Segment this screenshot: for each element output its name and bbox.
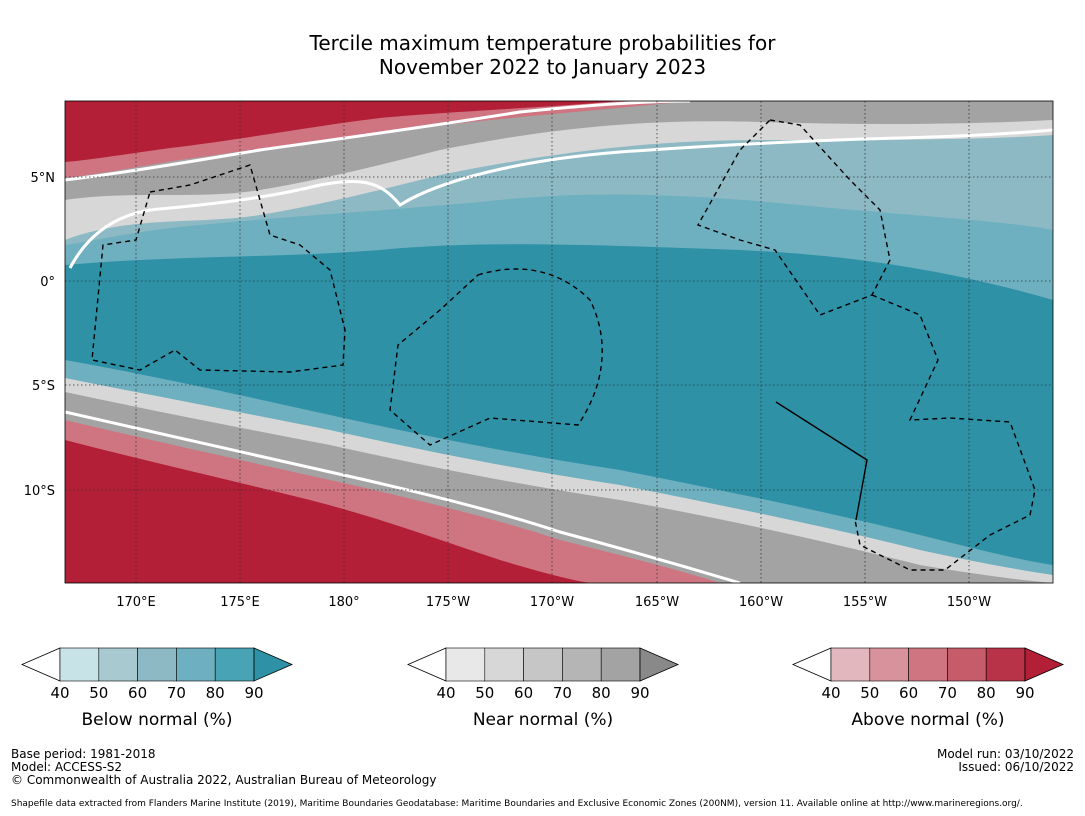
lon-tick-label: 155°W <box>843 595 887 610</box>
colorbar-tick-label: 90 <box>1015 684 1034 702</box>
lon-tick-label: 165°W <box>635 595 679 610</box>
colorbar-segment <box>830 647 871 682</box>
base-period: Base period: 1981-2018 <box>11 747 156 761</box>
colorbar-segment <box>562 647 602 682</box>
colorbar-legends: 40 50 60 70 80 90 Below normal (%) 40 50 60 70 80 90… <box>20 647 1065 730</box>
colorbar-segment <box>908 647 948 682</box>
title-line-1: Tercile maximum temperature probabilitie… <box>309 31 776 55</box>
colorbar-tick-label: 70 <box>553 684 572 702</box>
colorbar-segment <box>445 647 486 682</box>
colorbar: 40 50 60 70 80 90 Below normal (%) <box>20 647 294 730</box>
colorbar-tick-label: 70 <box>938 684 957 702</box>
colorbar-tick-label: 50 <box>860 684 879 702</box>
title-line-2: November 2022 to January 2023 <box>378 55 707 79</box>
colorbar-min-extend <box>406 647 447 682</box>
colorbar-tick-label: 90 <box>244 684 263 702</box>
map-frame <box>64 100 1054 584</box>
eez-boundary-west <box>91 164 346 373</box>
colorbar-segment <box>176 647 216 682</box>
lon-tick-label: 175°E <box>220 595 260 610</box>
copyright: © Commonwealth of Australia 2022, Austra… <box>11 773 437 787</box>
colorbar-tick-label: 60 <box>899 684 918 702</box>
colorbar-min-extend <box>791 647 832 682</box>
eez-boundary-east-north <box>696 119 891 316</box>
lat-tick-label: 10°S <box>24 484 55 499</box>
colorbar-title: Above normal (%) <box>851 710 1004 730</box>
gridlines <box>65 101 1053 583</box>
eez-boundary-solid <box>775 401 868 521</box>
lat-tick-label: 0° <box>40 275 55 290</box>
colorbar-tick-label: 50 <box>89 684 108 702</box>
footer-left: Base period: 1981-2018 Model: ACCESS-S2 … <box>11 748 436 787</box>
colorbar-max-extend <box>253 647 294 682</box>
colorbar: 40 50 60 70 80 90 Near normal (%) <box>406 647 680 730</box>
colorbar-tick-label: 40 <box>436 684 455 702</box>
colorbar-segment <box>985 647 1026 682</box>
colorbar-segment <box>947 647 987 682</box>
longitude-axis: 170°E 175°E 180° 175°W 170°W 165°W 160°W 155°W 1… <box>116 595 991 610</box>
colorbar-segment <box>523 647 563 682</box>
colorbar-tick-label: 80 <box>977 684 996 702</box>
eez-boundary-east-south <box>854 294 1036 571</box>
lon-tick-label: 175°W <box>426 595 470 610</box>
band-north-above-90 <box>65 101 620 162</box>
probability-map <box>65 101 1053 583</box>
latitude-axis: 5°N 0° 5°S 10°S <box>24 171 55 499</box>
colorbar-segment <box>98 647 138 682</box>
colorbar-tick-label: 50 <box>475 684 494 702</box>
colorbar-tick-label: 60 <box>514 684 533 702</box>
colorbar-tick-label: 90 <box>630 684 649 702</box>
lon-tick-label: 160°W <box>739 595 783 610</box>
model-run: Model run: 03/10/2022 <box>936 747 1074 761</box>
lat-tick-label: 5°S <box>32 379 55 394</box>
shapefile-credit: Shapefile data extracted from Flanders M… <box>11 799 1023 809</box>
colorbar-title: Near normal (%) <box>473 710 613 730</box>
footer-right: Model run: 03/10/2022 Issued: 06/10/2022 <box>937 748 1074 774</box>
colorbar-min-extend <box>20 647 61 682</box>
colorbar-tick-label: 40 <box>50 684 69 702</box>
lon-tick-label: 170°W <box>530 595 574 610</box>
colorbar: 40 50 60 70 80 90 Above normal (%) <box>791 647 1065 730</box>
colorbar-tick-label: 80 <box>592 684 611 702</box>
lon-tick-label: 150°W <box>947 595 991 610</box>
colorbar-tick-label: 60 <box>128 684 147 702</box>
band-south-above-90 <box>65 440 590 583</box>
model-name: Model: ACCESS-S2 <box>11 760 123 774</box>
colorbar-max-extend <box>1024 647 1065 682</box>
chart-title: Tercile maximum temperature probabilitie… <box>0 31 1085 79</box>
colorbar-segment <box>869 647 909 682</box>
colorbar-tick-label: 40 <box>821 684 840 702</box>
colorbar-title: Below normal (%) <box>82 710 233 730</box>
colorbar-tick-label: 80 <box>206 684 225 702</box>
colorbar-segment <box>59 647 100 682</box>
colorbar-tick-label: 70 <box>167 684 186 702</box>
colorbar-segment <box>600 647 641 682</box>
colorbar-segment <box>137 647 177 682</box>
colorbar-segment <box>484 647 524 682</box>
boundary-north <box>65 101 691 182</box>
colorbar-segment <box>214 647 255 682</box>
lon-tick-label: 170°E <box>116 595 156 610</box>
eez-boundary-central <box>389 268 603 446</box>
lon-tick-label: 180° <box>328 595 359 610</box>
lat-tick-label: 5°N <box>31 171 56 186</box>
boundary-south <box>65 410 741 583</box>
colorbar-max-extend <box>639 647 680 682</box>
issued-date: Issued: 06/10/2022 <box>958 760 1074 774</box>
boundary-north-near <box>68 128 1053 269</box>
